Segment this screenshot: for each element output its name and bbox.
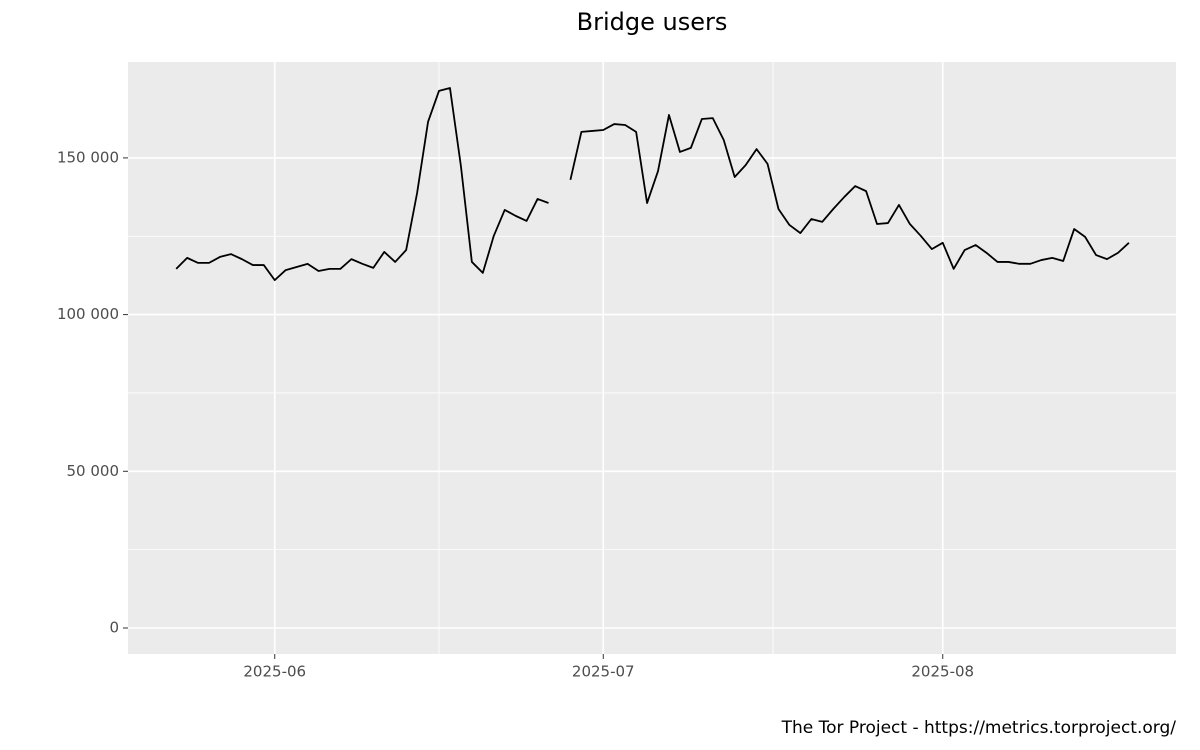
caption: The Tor Project - https://metrics.torpro… bbox=[781, 718, 1177, 738]
y-tick-label: 0 bbox=[109, 618, 119, 636]
y-tick-label: 150 000 bbox=[57, 148, 119, 166]
grid bbox=[128, 62, 1176, 654]
x-tick-label: 2025-07 bbox=[572, 663, 635, 681]
y-tick-label: 100 000 bbox=[57, 305, 119, 323]
plot-panel bbox=[128, 62, 1176, 654]
x-tick-label: 2025-06 bbox=[243, 663, 306, 681]
y-tick-label: 50 000 bbox=[67, 462, 120, 480]
marks bbox=[175, 87, 1130, 282]
x-tick-label: 2025-08 bbox=[911, 663, 974, 681]
chart-title: Bridge users bbox=[577, 8, 728, 36]
data-line bbox=[175, 87, 1130, 282]
